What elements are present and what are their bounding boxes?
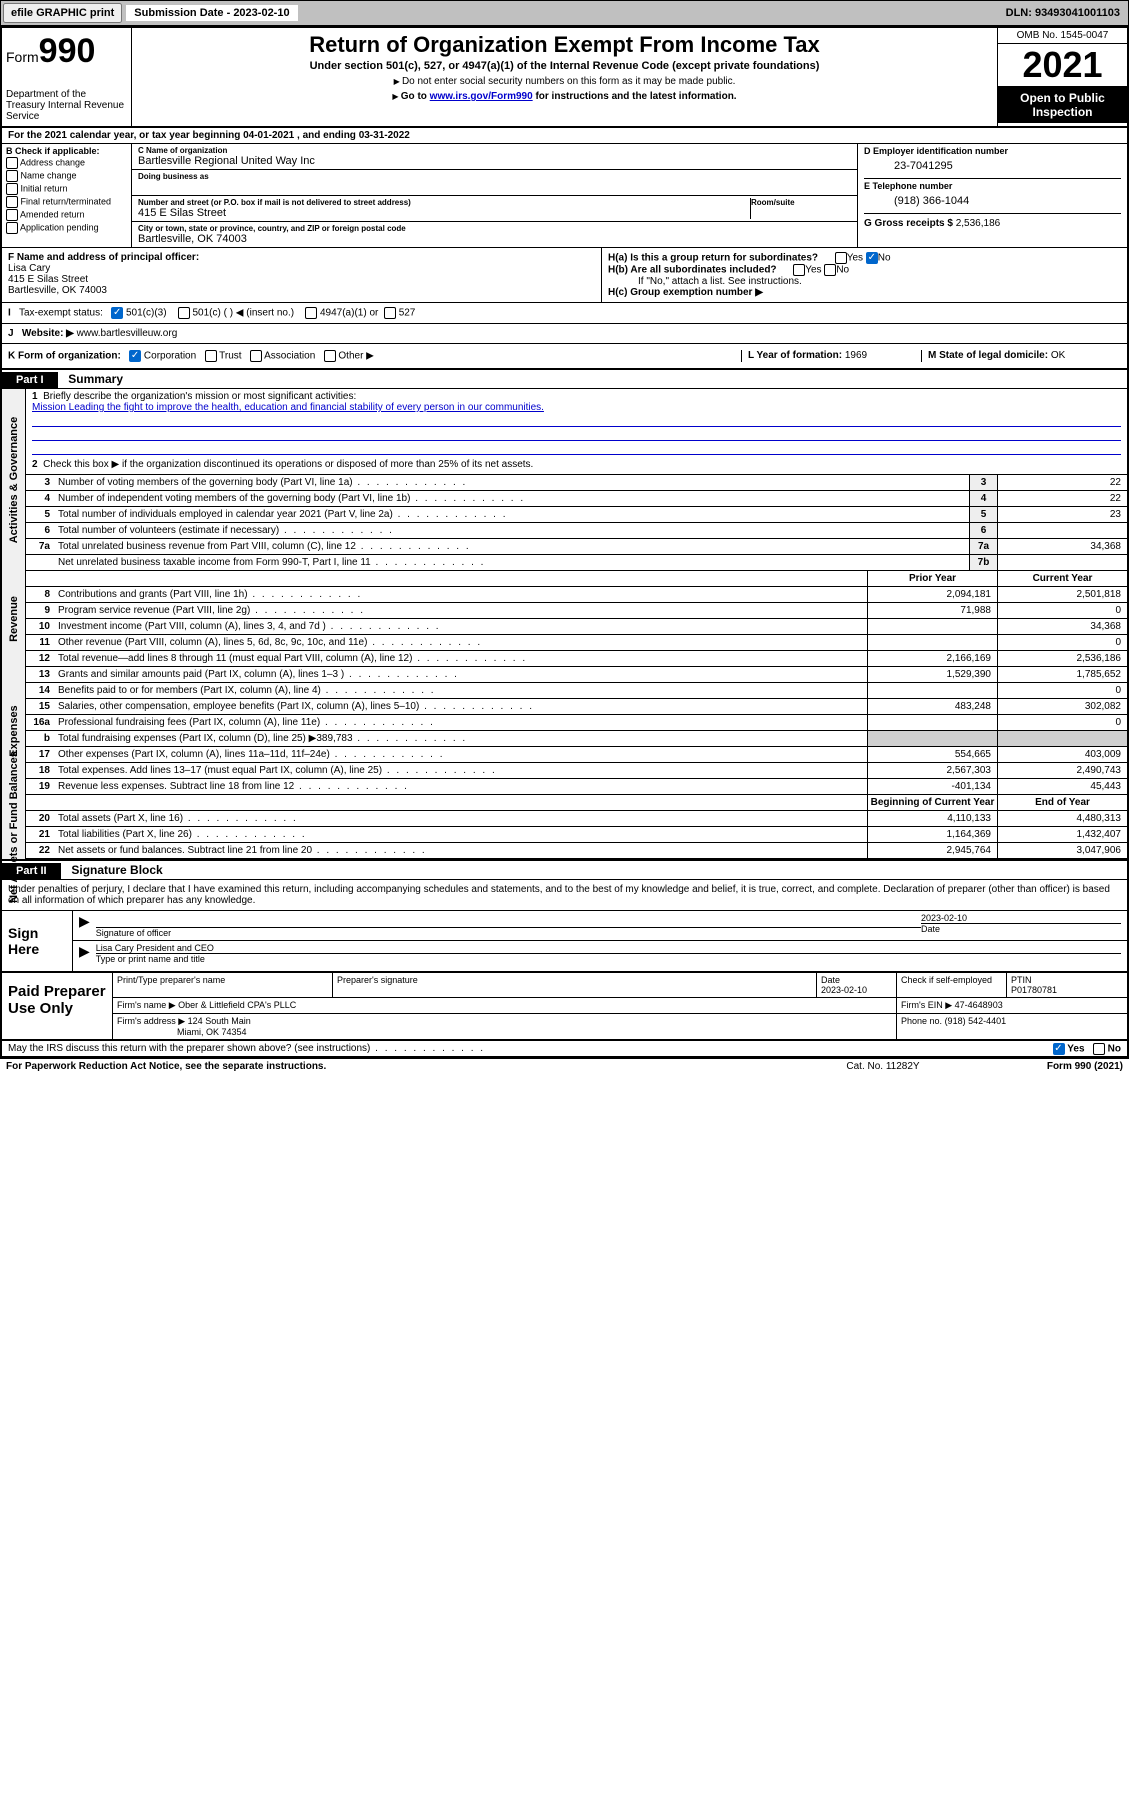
cb-initial-return[interactable]: Initial return xyxy=(6,183,127,195)
section-b-c-d: B Check if applicable: Address change Na… xyxy=(2,144,1127,248)
summary-line: 18Total expenses. Add lines 13–17 (must … xyxy=(26,763,1127,779)
summary-line: 5Total number of individuals employed in… xyxy=(26,507,1127,523)
row-j-website: J Website: ▶ www.bartlesvilleuw.org xyxy=(2,324,1127,344)
submission-date: Submission Date - 2023-02-10 xyxy=(126,5,297,21)
form-header: Form990 Department of the Treasury Inter… xyxy=(2,28,1127,128)
firm-address: 124 South Main xyxy=(188,1016,251,1026)
ein: 23-7041295 xyxy=(864,156,1121,172)
cb-amended[interactable]: Amended return xyxy=(6,209,127,221)
sign-here-block: Sign Here ▶ Signature of officer 2023-02… xyxy=(2,911,1127,973)
beginning-year-header: Beginning of Current Year xyxy=(867,795,997,810)
current-year-header: Current Year xyxy=(997,571,1127,586)
page-footer: For Paperwork Reduction Act Notice, see … xyxy=(0,1059,1129,1074)
cb-name-change[interactable]: Name change xyxy=(6,170,127,182)
expenses-section: Expenses 13Grants and similar amounts pa… xyxy=(2,667,1127,795)
signature-arrow-icon: ▶ xyxy=(79,913,96,938)
paid-preparer-block: Paid Preparer Use Only Print/Type prepar… xyxy=(2,973,1127,1041)
state-domicile: OK xyxy=(1051,350,1065,361)
cb-final-return[interactable]: Final return/terminated xyxy=(6,196,127,208)
open-to-public: Open to Public Inspection xyxy=(998,87,1127,123)
sign-date: 2023-02-10 xyxy=(921,913,1121,923)
firm-ein: 47-4648903 xyxy=(955,1000,1003,1010)
net-assets-section: Net Assets or Fund Balances Beginning of… xyxy=(2,795,1127,861)
summary-line: 12Total revenue—add lines 8 through 11 (… xyxy=(26,651,1127,667)
website: www.bartlesvilleuw.org xyxy=(77,328,178,339)
summary-line: 13Grants and similar amounts paid (Part … xyxy=(26,667,1127,683)
row-a-tax-year: For the 2021 calendar year, or tax year … xyxy=(2,128,1127,144)
irs-link[interactable]: www.irs.gov/Form990 xyxy=(430,91,533,102)
summary-line: 19Revenue less expenses. Subtract line 1… xyxy=(26,779,1127,795)
year-formation: 1969 xyxy=(845,350,867,361)
dept-treasury: Department of the Treasury Internal Reve… xyxy=(6,89,127,122)
col-b-checkboxes: B Check if applicable: Address change Na… xyxy=(2,144,132,247)
tax-year: 2021 xyxy=(998,44,1127,87)
org-name: Bartlesville Regional United Way Inc xyxy=(138,155,851,167)
signature-arrow-icon: ▶ xyxy=(79,943,96,964)
street-address: 415 E Silas Street xyxy=(138,207,750,219)
col-c-org-info: C Name of organization Bartlesville Regi… xyxy=(132,144,857,247)
cb-address-change[interactable]: Address change xyxy=(6,157,127,169)
summary-line: 10Investment income (Part VIII, column (… xyxy=(26,619,1127,635)
summary-line: 9Program service revenue (Part VIII, lin… xyxy=(26,603,1127,619)
form-990: Form990 Department of the Treasury Inter… xyxy=(0,26,1129,1059)
summary-line: 7aTotal unrelated business revenue from … xyxy=(26,539,1127,555)
ptin: P01780781 xyxy=(1011,985,1057,995)
officer-name: Lisa Cary xyxy=(8,263,595,274)
row-f-h: F Name and address of principal officer:… xyxy=(2,248,1127,303)
part-1-header: Part I Summary xyxy=(2,370,1127,389)
preparer-date: 2023-02-10 xyxy=(821,985,867,995)
topbar: efile GRAPHIC print Submission Date - 20… xyxy=(0,0,1129,26)
summary-line: 3Number of voting members of the governi… xyxy=(26,475,1127,491)
telephone: (918) 366-1044 xyxy=(864,191,1121,207)
efile-print-button[interactable]: efile GRAPHIC print xyxy=(3,3,122,23)
summary-line: 21Total liabilities (Part X, line 26)1,1… xyxy=(26,827,1127,843)
no-ssn-note: Do not enter social security numbers on … xyxy=(140,76,989,87)
officer-name-title: Lisa Cary President and CEO xyxy=(96,943,1121,953)
activities-governance: Activities & Governance 1 Briefly descri… xyxy=(2,389,1127,571)
row-i-tax-exempt: I Tax-exempt status: ✓ 501(c)(3) 501(c) … xyxy=(2,303,1127,324)
form-title: Return of Organization Exempt From Incom… xyxy=(140,32,989,58)
firm-name: Ober & Littlefield CPA's PLLC xyxy=(178,1000,296,1010)
cb-application-pending[interactable]: Application pending xyxy=(6,222,127,234)
summary-line: 4Number of independent voting members of… xyxy=(26,491,1127,507)
summary-line: 16aProfessional fundraising fees (Part I… xyxy=(26,715,1127,731)
revenue-section: Revenue Prior YearCurrent Year 8Contribu… xyxy=(2,571,1127,667)
end-year-header: End of Year xyxy=(997,795,1127,810)
summary-line: 15Salaries, other compensation, employee… xyxy=(26,699,1127,715)
signature-declaration: Under penalties of perjury, I declare th… xyxy=(2,880,1127,911)
summary-line: 22Net assets or fund balances. Subtract … xyxy=(26,843,1127,859)
discuss-row: May the IRS discuss this return with the… xyxy=(2,1041,1127,1057)
part-2-header: Part II Signature Block xyxy=(2,861,1127,880)
summary-line: 17Other expenses (Part IX, column (A), l… xyxy=(26,747,1127,763)
gross-receipts: 2,536,186 xyxy=(956,218,1001,229)
summary-line: 20Total assets (Part X, line 16)4,110,13… xyxy=(26,811,1127,827)
summary-line: Net unrelated business taxable income fr… xyxy=(26,555,1127,571)
form-subtitle: Under section 501(c), 527, or 4947(a)(1)… xyxy=(140,60,989,72)
summary-line: 14Benefits paid to or for members (Part … xyxy=(26,683,1127,699)
summary-line: 8Contributions and grants (Part VIII, li… xyxy=(26,587,1127,603)
summary-line: 6Total number of volunteers (estimate if… xyxy=(26,523,1127,539)
mission-text: Mission Leading the fight to improve the… xyxy=(32,402,544,413)
city-state-zip: Bartlesville, OK 74003 xyxy=(138,233,851,245)
col-d-e-g: D Employer identification number 23-7041… xyxy=(857,144,1127,247)
summary-line: bTotal fundraising expenses (Part IX, co… xyxy=(26,731,1127,747)
summary-line: 11Other revenue (Part VIII, column (A), … xyxy=(26,635,1127,651)
dln: DLN: 93493041001103 xyxy=(1006,7,1126,19)
form-number: 990 xyxy=(39,32,96,70)
firm-phone: (918) 542-4401 xyxy=(945,1016,1007,1026)
form-label: Form xyxy=(6,49,39,65)
prior-year-header: Prior Year xyxy=(867,571,997,586)
omb-number: OMB No. 1545-0047 xyxy=(998,28,1127,44)
row-k-l-m: K Form of organization: ✓ Corporation Tr… xyxy=(2,344,1127,370)
